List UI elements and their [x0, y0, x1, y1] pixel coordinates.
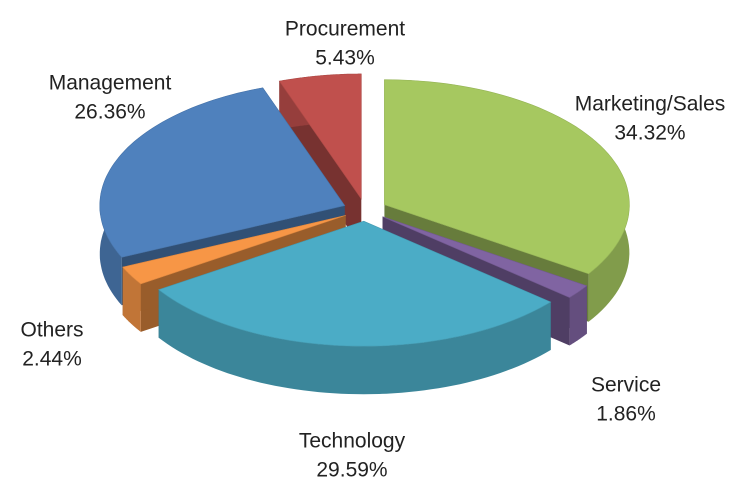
slice-wall — [158, 289, 551, 395]
slice — [122, 215, 346, 285]
slice-label: Others — [20, 319, 83, 342]
slice-value-label: 5.43% — [315, 47, 375, 70]
slice-label: Technology — [299, 430, 406, 453]
slice-value-label: 29.59% — [316, 459, 387, 482]
slice-label: Management — [49, 72, 172, 95]
slice-wall — [122, 267, 141, 332]
slice — [278, 73, 362, 200]
slice — [99, 87, 346, 258]
slice-label: Procurement — [285, 18, 405, 41]
slice-wall — [569, 285, 587, 346]
slice-value-label: 1.86% — [596, 403, 656, 426]
slice-label: Marketing/Sales — [575, 93, 726, 116]
slice-value-label: 2.44% — [22, 348, 82, 371]
slice — [158, 220, 552, 347]
slice-value-label: 26.36% — [74, 101, 145, 124]
slice — [384, 79, 630, 275]
slice-value-label: 34.32% — [614, 122, 685, 145]
slice-label: Service — [591, 374, 661, 397]
slice — [382, 216, 588, 298]
